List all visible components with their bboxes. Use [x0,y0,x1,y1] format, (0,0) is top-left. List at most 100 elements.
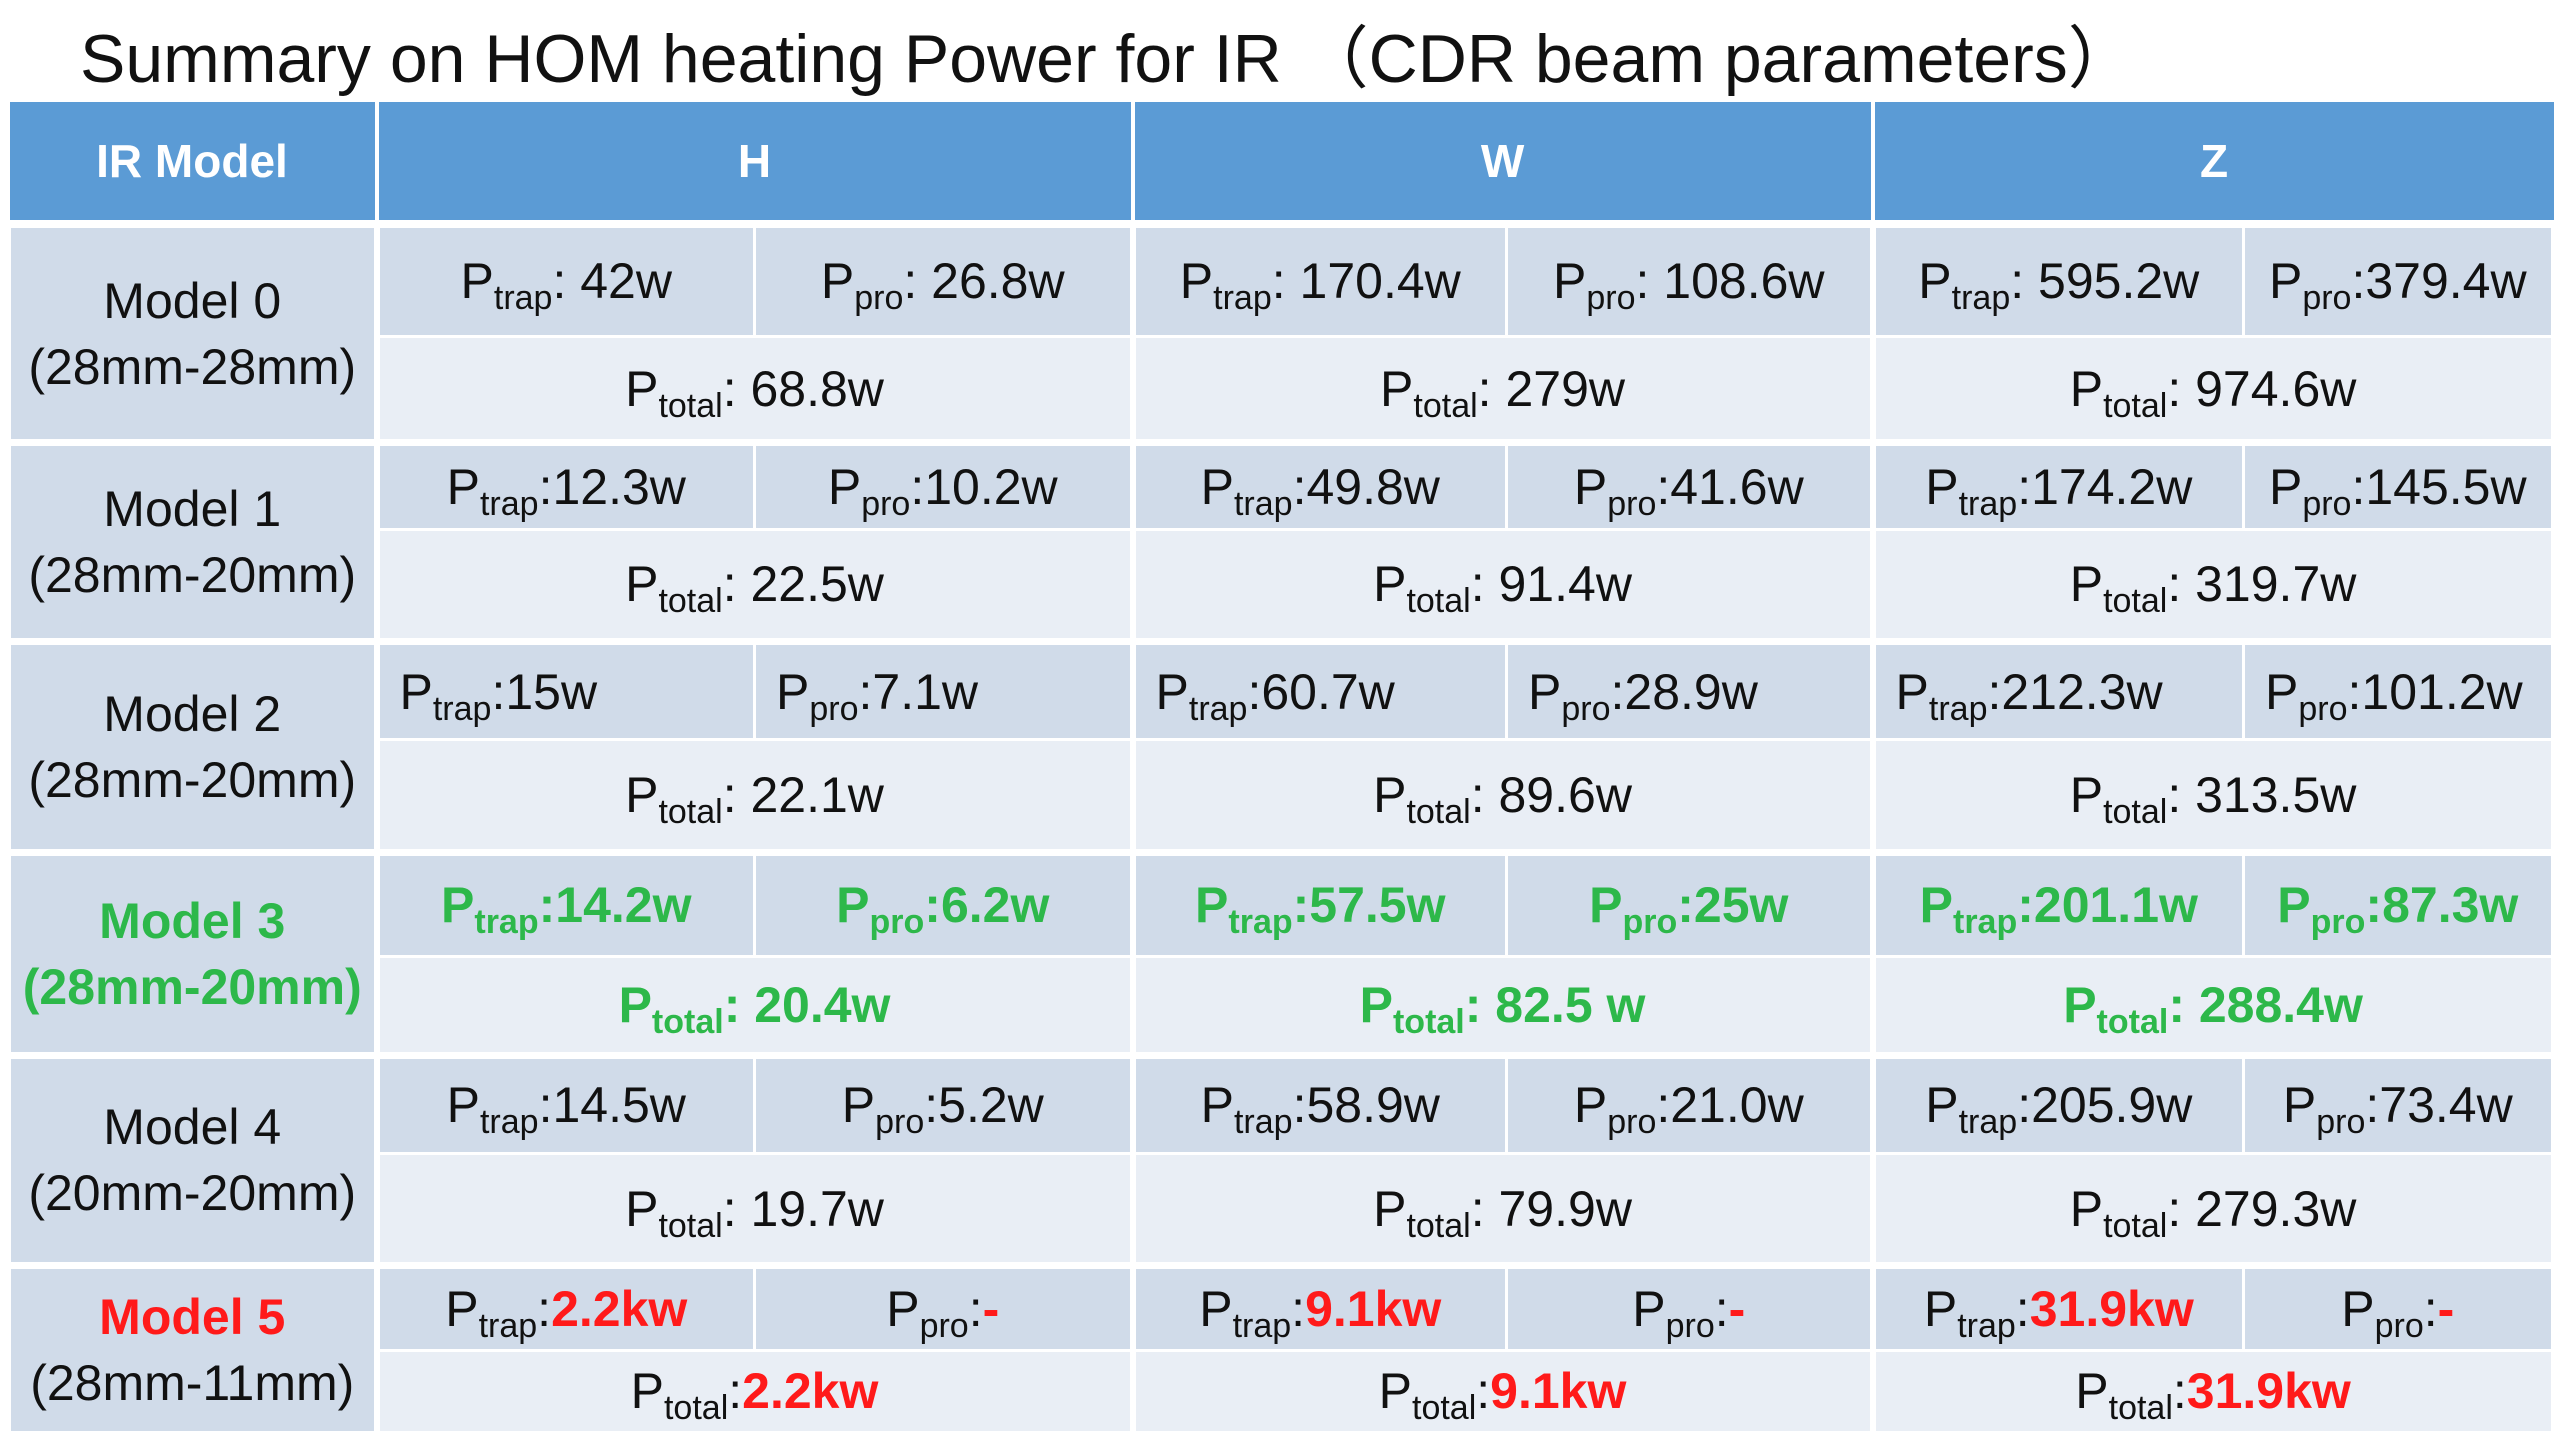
model-row-5-components: Model 5 (28mm-11mm) Ptrap:2.2kw Ppro:- Ptrap… [8,1264,2557,1438]
subscript-pro: pro [1665,1306,1715,1345]
value: :174.2w [2017,458,2193,515]
p-total-expr: Ptotal: 22.5w [625,556,884,618]
p-trap-w: Ptrap:9.1kw [1131,1264,1509,1352]
p-trap-z: Ptrap:205.9w [1871,1053,2246,1155]
p-pro-h: Ppro:10.2w [752,441,1136,531]
model-cell: Model 2 (28mm-20mm) [8,640,380,856]
subscript-total: total [1392,1002,1465,1041]
p-trap-z: Ptrap:201.1w [1871,850,2246,959]
p-pro-w: Ppro:25w [1505,850,1876,959]
p-symbol: P [1373,767,1407,824]
model-name: Model 2 [103,685,282,742]
p-symbol: P [2268,458,2303,515]
value: : 68.8w [722,360,884,417]
p-symbol: P [1589,877,1623,934]
value: 2.2kw [742,1363,879,1420]
model-aperture: (28mm-20mm) [22,958,362,1015]
value: :14.2w [538,877,692,934]
subscript-total: total [658,386,723,425]
p-pro-expr: Ppro:101.2w [2265,663,2523,726]
p-symbol: P [841,1077,876,1134]
p-trap-expr: Ptrap:58.9w [1201,1077,1440,1139]
subscript-trap: trap [1188,689,1248,728]
subscript-trap: trap [1958,1103,2018,1142]
value: : 288.4w [2168,976,2363,1033]
value: : 91.4w [1470,556,1632,613]
subscript-pro: pro [875,1103,925,1142]
p-total-expr: Ptotal: 279.3w [2070,1181,2357,1243]
p-symbol: P [625,767,659,824]
subscript-total: total [2103,1206,2168,1245]
subscript-trap: trap [478,1306,538,1345]
p-symbol: P [836,877,870,934]
value: :49.8w [1292,458,1440,515]
value: :145.5w [2351,458,2527,515]
subscript-trap: trap [479,1103,539,1142]
p-pro-expr: Ppro:- [886,1280,1000,1343]
p-trap-expr: Ptrap: 170.4w [1180,253,1461,315]
p-symbol: P [1553,253,1587,310]
model-aperture: (28mm-20mm) [28,547,357,604]
value: :201.1w [2017,877,2198,934]
value: :60.7w [1247,663,1395,720]
separator: : [728,1363,743,1420]
p-symbol: P [1378,1363,1412,1420]
p-total-expr: Ptotal: 79.9w [1373,1181,1632,1243]
p-trap-h: Ptrap:15w [375,640,756,742]
slide-title: Summary on HOM heating Power for IR （CDR… [80,21,2136,97]
p-trap-w: Ptrap:57.5w [1131,850,1509,959]
value: : 82.5 w [1464,976,1646,1033]
value: : 170.4w [1271,253,1461,310]
p-pro-w: Ppro:- [1505,1264,1876,1352]
value: - [1728,1280,1746,1337]
subscript-pro: pro [2374,1306,2424,1345]
subscript-pro: pro [2302,484,2352,523]
p-pro-h: Ppro:6.2w [752,850,1136,959]
subscript-pro: pro [1561,689,1611,728]
p-total-z: Ptotal: 974.6w [1871,334,2557,447]
value: : 22.5w [722,556,884,613]
p-symbol: P [1155,663,1189,720]
model-aperture: (20mm-20mm) [28,1165,357,1222]
p-pro-w: Ppro:21.0w [1505,1053,1876,1155]
subscript-total: total [658,1206,723,1245]
value: :41.6w [1656,458,1804,515]
value: - [982,1280,1000,1337]
subscript-pro: pro [1586,279,1636,318]
value: : 279w [1477,360,1625,417]
value: 9.1kw [1490,1363,1627,1420]
p-symbol: P [2277,877,2311,934]
value: : 22.1w [722,767,884,824]
value: : 313.5w [2167,767,2357,824]
separator: : [1714,1280,1729,1337]
p-total-h: Ptotal: 22.1w [374,738,1136,856]
p-total-expr: Ptotal: 68.8w [625,360,884,423]
p-total-w: Ptotal: 79.9w [1131,1151,1876,1270]
p-symbol: P [827,458,862,515]
p-total-expr: Ptotal: 279w [1380,360,1625,423]
p-trap-z: Ptrap:212.3w [1871,640,2246,742]
model-cell: Model 5 (28mm-11mm) [8,1264,380,1438]
p-symbol: P [625,360,659,417]
p-total-h: Ptotal: 20.4w [374,955,1136,1059]
p-symbol: P [1199,1280,1233,1337]
value: :5.2w [924,1077,1044,1134]
p-trap-expr: Ptrap:49.8w [1201,458,1440,521]
p-symbol: P [1895,663,1929,720]
subscript-total: total [1413,386,1478,425]
p-symbol: P [1373,556,1407,613]
p-symbol: P [1925,458,1959,515]
value: :101.2w [2347,663,2523,720]
p-symbol: P [2069,360,2104,417]
separator: : [537,1280,552,1337]
p-pro-expr: Ppro:73.4w [2282,1077,2513,1139]
p-pro-expr: Ppro:41.6w [1574,458,1804,521]
subscript-total: total [2103,792,2168,831]
header-h: H [374,102,1135,228]
p-pro-z: Ppro:379.4w [2242,222,2557,338]
subscript-total: total [658,792,723,831]
p-symbol: P [1573,1077,1608,1134]
p-pro-expr: Ppro:5.2w [841,1077,1044,1139]
p-symbol: P [2282,1077,2317,1134]
value: :212.3w [1987,663,2163,720]
